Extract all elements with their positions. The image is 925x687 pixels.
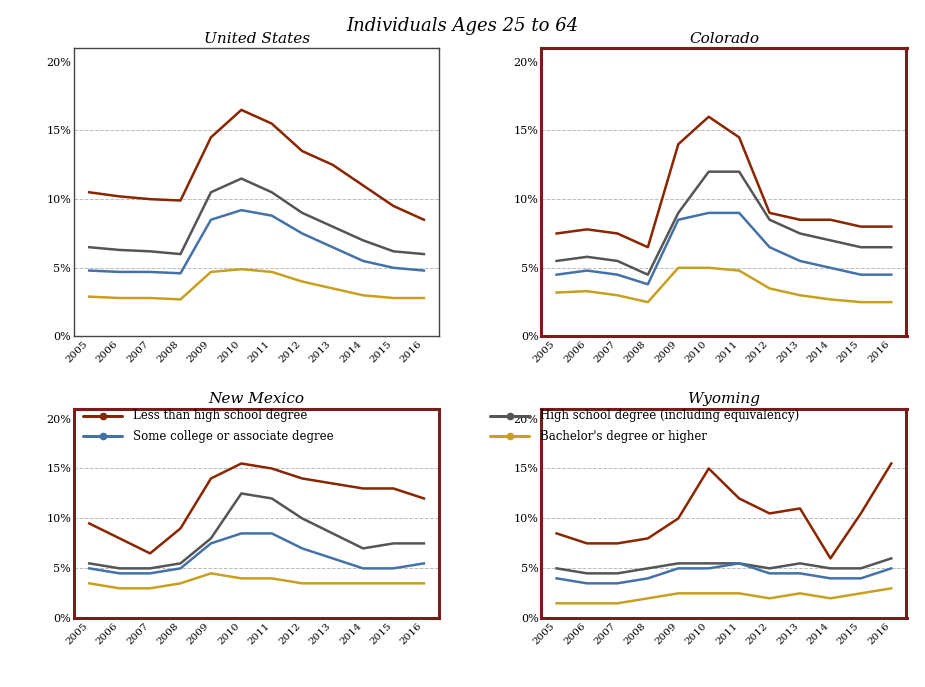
Text: Bachelor's degree or higher: Bachelor's degree or higher bbox=[540, 430, 708, 442]
Title: Wyoming: Wyoming bbox=[688, 392, 760, 406]
Text: Less than high school degree: Less than high school degree bbox=[133, 409, 308, 422]
Title: New Mexico: New Mexico bbox=[208, 392, 304, 406]
Text: Individuals Ages 25 to 64: Individuals Ages 25 to 64 bbox=[346, 17, 579, 35]
Text: High school degree (including equivalency): High school degree (including equivalenc… bbox=[540, 409, 799, 422]
Text: Some college or associate degree: Some college or associate degree bbox=[133, 430, 334, 442]
Title: United States: United States bbox=[204, 32, 310, 45]
Title: Colorado: Colorado bbox=[689, 32, 758, 45]
